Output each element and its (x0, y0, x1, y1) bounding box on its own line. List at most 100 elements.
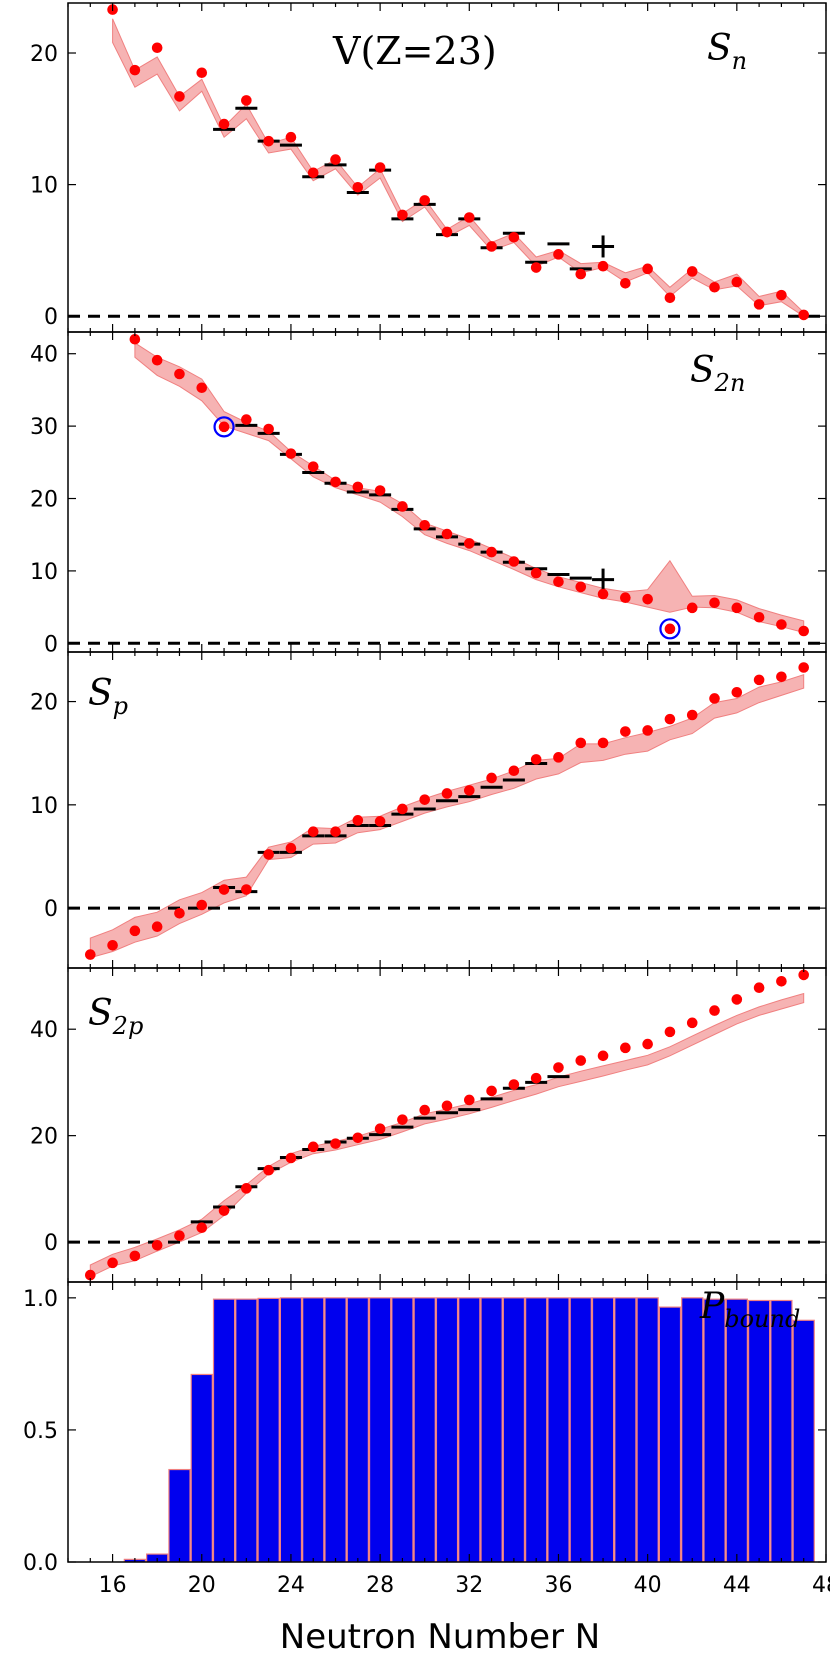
prediction-point-n41 (664, 1026, 676, 1038)
bar-n42 (681, 1297, 704, 1562)
panel-label-s2p: S2p (88, 993, 143, 1040)
prediction-point-n47 (798, 662, 810, 673)
y-tick-label: 1.0 (23, 1287, 58, 1312)
y-tick-label: 10 (30, 174, 58, 199)
bar-n47 (792, 1319, 815, 1562)
prediction-point-n35 (530, 754, 542, 765)
prediction-point-n46 (776, 289, 787, 301)
prediction-point-n24 (285, 1152, 297, 1164)
prediction-point-n41 (664, 623, 676, 635)
bar-n35 (525, 1297, 548, 1562)
prediction-point-n28 (374, 162, 386, 173)
bar-n40 (636, 1297, 659, 1562)
highlight-circle-n41 (659, 618, 681, 640)
bar-n29 (391, 1297, 414, 1562)
prediction-point-n37 (575, 581, 587, 593)
x-tick-label: 32 (455, 1573, 483, 1598)
prediction-point-n17 (129, 925, 141, 937)
prediction-point-n19 (174, 1230, 185, 1241)
prediction-point-n45 (753, 674, 765, 686)
prediction-point-n36 (553, 576, 564, 588)
prediction-point-n22 (241, 414, 252, 425)
prediction-point-n37 (575, 1055, 587, 1066)
prediction-point-n34 (508, 765, 520, 777)
prediction-point-n15 (84, 949, 96, 960)
prediction-point-n45 (753, 611, 765, 623)
prediction-point-n28 (374, 1123, 386, 1135)
prediction-point-n23 (263, 1164, 274, 1176)
bar-n43 (703, 1298, 726, 1562)
prediction-point-n29 (397, 1114, 408, 1125)
prediction-point-n20 (196, 1222, 208, 1234)
prediction-point-n38 (597, 260, 609, 272)
prediction-point-n30 (419, 794, 431, 805)
panel-label-s2n: S2n (690, 350, 745, 397)
x-tick-label: 44 (723, 1573, 751, 1598)
highlight-circle-n21 (213, 416, 235, 438)
bar-n22 (235, 1298, 258, 1562)
prediction-point-n42 (686, 1017, 698, 1029)
prediction-point-n22 (241, 95, 252, 106)
panel-sn: 0 10 20 Sn V(Z=23) (30, 2, 827, 333)
prediction-point-n41 (664, 713, 676, 725)
prediction-point-n31 (441, 226, 453, 238)
prediction-point-n21 (218, 884, 230, 895)
prediction-point-n26 (330, 826, 341, 837)
prediction-point-n44 (731, 686, 743, 698)
prediction-point-n33 (486, 772, 497, 784)
prediction-point-n40 (642, 725, 653, 736)
y-tick-label: 30 (30, 415, 58, 440)
prediction-point-n30 (419, 195, 431, 206)
prediction-point-n34 (508, 231, 520, 243)
bar-n30 (413, 1297, 436, 1562)
prediction-point-n19 (174, 907, 185, 919)
figure-title: V(Z=23) (332, 29, 497, 73)
x-tick-label: 16 (99, 1573, 127, 1598)
prediction-point-n18 (151, 354, 163, 366)
prediction-point-n37 (575, 737, 587, 749)
bar-n20 (190, 1373, 213, 1562)
prediction-point-n44 (731, 994, 743, 1005)
panel-label-sp: Sp (88, 673, 128, 720)
prediction-point-n41 (664, 292, 676, 304)
panel-label-pbound: Pbound (699, 1286, 800, 1333)
prediction-point-n28 (374, 816, 386, 827)
prediction-point-n26 (330, 154, 341, 165)
prediction-point-n26 (330, 476, 341, 488)
prediction-point-n37 (575, 268, 587, 280)
prediction-point-n35 (530, 1072, 542, 1084)
bar-n39 (614, 1297, 637, 1562)
x-axis-label: Neutron Number N (280, 1617, 600, 1657)
plot-area (123, 1297, 815, 1562)
prediction-point-n33 (486, 241, 497, 252)
prediction-point-n18 (151, 1239, 163, 1251)
prediction-point-n16 (107, 939, 118, 951)
prediction-point-n38 (597, 1050, 609, 1062)
bar-n31 (435, 1297, 459, 1562)
y-tick-label: 20 (30, 42, 58, 67)
prediction-point-n29 (397, 803, 408, 815)
prediction-point-n36 (553, 249, 564, 260)
y-tick-label: 0.5 (23, 1419, 58, 1444)
prediction-point-n42 (686, 602, 698, 614)
prediction-point-n31 (441, 1100, 453, 1112)
prediction-point-n45 (753, 982, 765, 993)
y-tick-label: 40 (30, 1018, 58, 1043)
prediction-point-n39 (620, 592, 631, 604)
x-tick-label: 48 (812, 1573, 830, 1598)
y-tick-label: 0 (44, 1231, 58, 1256)
prediction-point-n25 (307, 461, 319, 472)
chart-panels: 0 10 20 Sn V(Z=23) 0 10 20 30 40 S2n 0 10 20 Sp 0 20 40 S2… (23, 2, 830, 1598)
y-tick-label: 10 (30, 794, 58, 819)
prediction-point-n35 (530, 262, 542, 273)
prediction-point-n43 (709, 693, 720, 704)
plot-area (68, 4, 826, 321)
prediction-point-n24 (285, 131, 297, 143)
bar-n46 (770, 1299, 793, 1562)
prediction-point-n25 (307, 1141, 319, 1153)
x-tick-label: 36 (544, 1573, 572, 1598)
prediction-point-n34 (508, 556, 520, 567)
prediction-point-n32 (463, 785, 475, 796)
prediction-point-n43 (709, 281, 720, 293)
prediction-point-n23 (263, 135, 274, 147)
